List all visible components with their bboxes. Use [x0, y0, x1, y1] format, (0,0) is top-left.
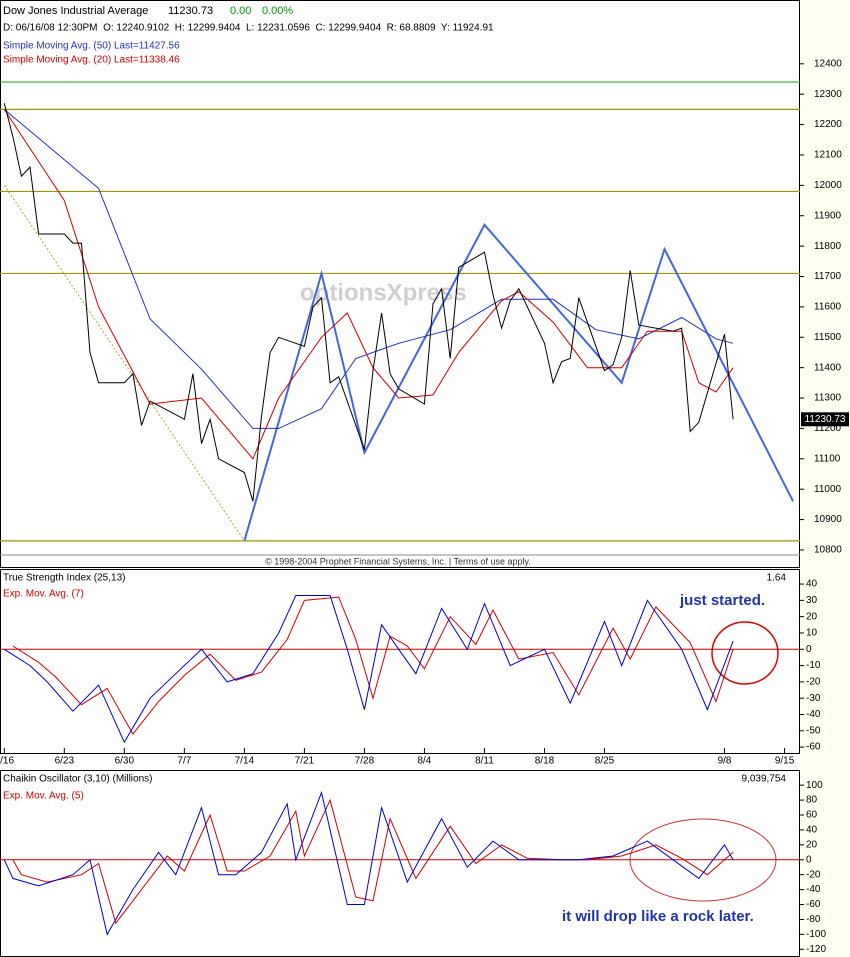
y-tick-label: 30 [806, 595, 818, 606]
trendline [243, 223, 794, 542]
last-price-label: 11230.73 [805, 414, 846, 425]
chart-title: Dow Jones Industrial Average [3, 5, 148, 17]
price-line [3, 103, 734, 502]
y-tick-label: -60 [806, 742, 821, 753]
x-tick-label: 9/15 [775, 756, 795, 767]
y-tick-label: 10 [806, 628, 818, 639]
y-tick-label: 11600 [814, 302, 842, 313]
y-tick-label: 11800 [814, 241, 842, 252]
x-tick-label: 8/11 [475, 756, 494, 767]
y-tick-label: 40 [806, 825, 818, 836]
y-tick-label: -10 [806, 660, 821, 671]
x-tick-label: 6/16 [0, 756, 14, 767]
indicator-line [12, 798, 734, 925]
y-tick-label: 0 [806, 644, 812, 655]
x-tick-label: 7/28 [355, 756, 375, 767]
y-tick-label: 10900 [814, 514, 842, 525]
y-tick-label: 12300 [814, 89, 842, 100]
oscillator-line [3, 790, 734, 936]
x-tick-label: 6/23 [55, 756, 75, 767]
annotation: just started. [679, 592, 765, 609]
change: 0.00 [230, 5, 251, 17]
x-tick-label: 8/4 [417, 756, 431, 767]
axis-area [800, 0, 850, 957]
x-tick-label: 6/30 [115, 756, 135, 767]
quote-info: D: 06/16/08 12:30PM O: 12240.9102 H: 122… [3, 23, 494, 34]
y-tick-label: 11900 [814, 210, 842, 221]
tsi-frame [0, 569, 800, 754]
y-tick-label: -30 [806, 693, 821, 704]
last-price-box [801, 412, 849, 427]
annotation-circle [711, 621, 779, 685]
footer: © 1998-2004 Prophet Financial Systems, I… [265, 556, 531, 566]
y-tick-label: -80 [806, 914, 821, 925]
x-tick-label: 8/18 [535, 756, 555, 767]
y-tick-label: -20 [806, 677, 821, 688]
y-tick-label: -120 [806, 944, 826, 955]
y-tick-label: 11500 [814, 332, 842, 343]
x-tick-label: 7/7 [177, 756, 191, 767]
y-tick-label: 10800 [814, 545, 842, 556]
y-tick-label: -100 [806, 929, 826, 940]
y-tick-label: 11200 [814, 423, 842, 434]
y-tick-label: -40 [806, 709, 821, 720]
y-tick-label: 11000 [814, 484, 842, 495]
annotation: it will drop like a rock later. [562, 908, 754, 925]
indicator-line [3, 109, 734, 460]
y-tick-label: 11700 [814, 271, 842, 282]
y-tick-label: -50 [806, 725, 821, 736]
y-tick-label: 12000 [814, 180, 842, 191]
y-tick-label: 11300 [814, 393, 842, 404]
y-tick-label: 11100 [814, 453, 841, 464]
x-tick-label: 9/8 [718, 756, 732, 767]
y-tick-label: -40 [806, 884, 821, 895]
y-tick-label: 80 [806, 795, 818, 806]
y-tick-label: 100 [806, 780, 823, 791]
y-tick-label: 20 [806, 839, 818, 850]
y-tick-label: 12400 [814, 58, 842, 69]
y-tick-label: 40 [806, 579, 818, 590]
y-tick-label: 0 [806, 854, 812, 865]
legend-entry: Exp. Mov. Avg. (5) [3, 791, 84, 802]
y-tick-label: -60 [806, 899, 821, 910]
legend-entry: Simple Moving Avg. (20) Last=11338.46 [3, 55, 180, 66]
y-tick-label: 12100 [814, 150, 842, 161]
panel-last: 9,039,754 [742, 774, 787, 785]
trendline [3, 185, 245, 542]
x-tick-label: 7/14 [235, 756, 255, 767]
panel-title: Chaikin Oscillator (3,10) (Millions) [3, 774, 152, 785]
x-tick-label: 8/25 [595, 756, 615, 767]
last-price: 11230.73 [168, 5, 213, 17]
panel-title: True Strength Index (25,13) [3, 573, 125, 584]
legend-entry: Simple Moving Avg. (50) Last=11427.56 [3, 41, 180, 52]
price-frame [0, 0, 800, 568]
y-tick-label: 12200 [814, 119, 842, 130]
legend-entry: Exp. Mov. Avg. (7) [3, 589, 84, 600]
y-tick-label: 60 [806, 810, 818, 821]
y-tick-label: 20 [806, 611, 818, 622]
change-pct: 0.00% [262, 5, 293, 17]
x-tick-label: 7/21 [295, 756, 315, 767]
y-tick-label: 11400 [814, 362, 842, 373]
y-tick-label: -20 [806, 869, 821, 880]
oscillator-line [4, 595, 734, 744]
panel-last: 1.64 [767, 573, 787, 584]
indicator-line [12, 596, 734, 735]
